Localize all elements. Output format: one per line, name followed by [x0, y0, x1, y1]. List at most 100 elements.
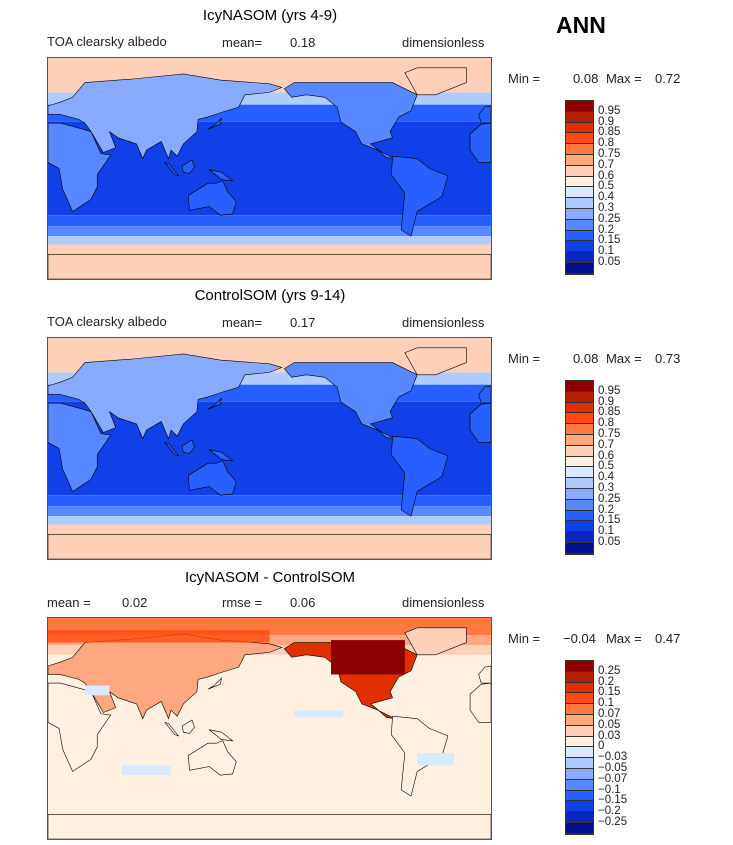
land-greenland — [405, 348, 467, 375]
contour-band — [48, 495, 491, 507]
land-borneo — [182, 720, 194, 734]
land-sumatra — [165, 722, 179, 736]
map — [47, 617, 492, 840]
colorbar-tick-label: 0.25 — [598, 212, 621, 225]
land-eurasia — [48, 354, 282, 439]
colorbar-swatch — [566, 144, 593, 155]
colorbar-tick-label: 0.3 — [598, 482, 614, 494]
colorbar-swatch — [566, 381, 593, 392]
colorbar-tick-label: −0.03 — [598, 751, 628, 764]
colorbar-tick-label: 0.95 — [598, 384, 621, 397]
colorbar-swatch — [566, 542, 593, 554]
colorbar-swatch — [566, 704, 593, 715]
colorbar-swatch — [566, 413, 593, 425]
panel-icynasom: IcyNASOM (yrs 4-9) TOA clearsky albedo m… — [0, 0, 733, 280]
colorbar-swatch — [566, 510, 593, 522]
units-label: dimensionless — [402, 595, 485, 610]
colorbar-swatch — [566, 467, 593, 479]
colorbar-tick-label: 0.6 — [598, 449, 614, 462]
land-wafrica — [470, 403, 491, 442]
colorbar-swatch — [566, 478, 593, 489]
mean-label: mean= — [222, 35, 263, 50]
colorbar-swatch — [566, 187, 593, 199]
land-namerica — [284, 83, 417, 159]
colorbar-tick-label: 0.6 — [598, 169, 614, 182]
land-antarctica — [48, 534, 491, 559]
colorbar-tick-label: 0.8 — [598, 417, 614, 430]
season-label: ANN — [556, 12, 606, 38]
colorbar-tick-label: 0.4 — [598, 471, 614, 484]
contour-band — [48, 236, 491, 245]
mean-value: 0.02 — [122, 595, 148, 610]
colorbar-tick-label: −0.05 — [598, 762, 628, 774]
land-borneo — [182, 160, 194, 174]
units-label: dimensionless — [402, 35, 485, 50]
min-value: 0.08 — [573, 351, 599, 366]
colorbar-swatch — [566, 532, 593, 543]
panel-controlsom: ControlSOM (yrs 9-14) TOA clearsky albed… — [0, 280, 733, 560]
colorbar-swatch — [566, 714, 593, 726]
land-eurasia — [48, 74, 282, 159]
colorbar-swatch — [566, 208, 593, 220]
land-europe — [479, 386, 491, 403]
land-africa — [48, 403, 111, 491]
colorbar-tick-label: 0.5 — [598, 460, 614, 473]
colorbar-tick-label: 0.9 — [598, 395, 614, 408]
mean-value: 0.18 — [290, 35, 316, 50]
contour-band — [48, 215, 491, 227]
panel-title: ControlSOM (yrs 9-14) — [194, 287, 346, 304]
colorbar-swatch — [566, 111, 593, 123]
contour-band — [48, 516, 491, 525]
map — [47, 337, 492, 560]
colorbar-tick-label: 0.1 — [598, 245, 614, 258]
colorbar-swatch — [566, 671, 593, 683]
min-label: Min = — [508, 71, 541, 86]
colorbar-swatch — [566, 768, 593, 780]
max-value: 0.47 — [655, 631, 681, 646]
colorbar-tick-label: −0.2 — [598, 805, 621, 818]
colorbar-swatch — [566, 198, 593, 209]
colorbar-swatch — [566, 812, 593, 823]
land-antarctica — [48, 254, 491, 279]
colorbar-swatch — [566, 758, 593, 769]
max-value: 0.72 — [655, 71, 681, 86]
colorbar-swatch — [566, 133, 593, 145]
colorbar-tick-label: 0.95 — [598, 104, 621, 117]
colorbar-swatch — [566, 165, 593, 177]
max-label: Max = — [606, 631, 642, 646]
colorbar-swatch — [566, 230, 593, 242]
colorbar-swatch — [566, 262, 593, 274]
colorbar-swatch — [566, 521, 593, 533]
colorbar-tick-label: 0.25 — [598, 492, 621, 505]
min-label: Min = — [508, 351, 541, 366]
land-australia — [188, 181, 236, 215]
colorbar-tick-label: 0.05 — [598, 536, 621, 548]
variable-label: TOA clearsky albedo — [47, 314, 167, 329]
land-borneo — [182, 440, 194, 454]
colorbar-tick-label: 0.1 — [598, 525, 614, 538]
colorbar-tick-label: 0.05 — [598, 256, 621, 268]
colorbar-tick-label: 0.1 — [598, 697, 614, 710]
colorbar-tick-label: 0.03 — [598, 729, 621, 742]
colorbar-tick-label: 0 — [598, 740, 605, 753]
colorbar-swatch — [566, 488, 593, 500]
land-wafrica — [470, 123, 491, 162]
colorbar-tick-label: 0.2 — [598, 675, 614, 688]
colorbar-tick-label: 0.85 — [598, 126, 621, 139]
land-africa — [48, 123, 111, 211]
colorbar-tick-label: 0.7 — [598, 158, 614, 171]
land-samerica — [391, 156, 448, 236]
colorbar-tick-label: 0.25 — [598, 664, 621, 677]
colorbar-tick-label: −0.1 — [598, 783, 621, 796]
colorbar-tick-label: −0.15 — [598, 794, 628, 807]
land-japan — [208, 398, 222, 409]
min-value: 0.08 — [573, 71, 599, 86]
colorbar-swatch — [566, 241, 593, 253]
mean-value: 0.17 — [290, 315, 316, 330]
land-australia — [188, 461, 236, 495]
min-value: −0.04 — [563, 631, 596, 646]
land-japan — [208, 678, 222, 689]
panel-title: IcyNASOM (yrs 4-9) — [202, 7, 338, 24]
colorbar-swatch — [566, 693, 593, 705]
